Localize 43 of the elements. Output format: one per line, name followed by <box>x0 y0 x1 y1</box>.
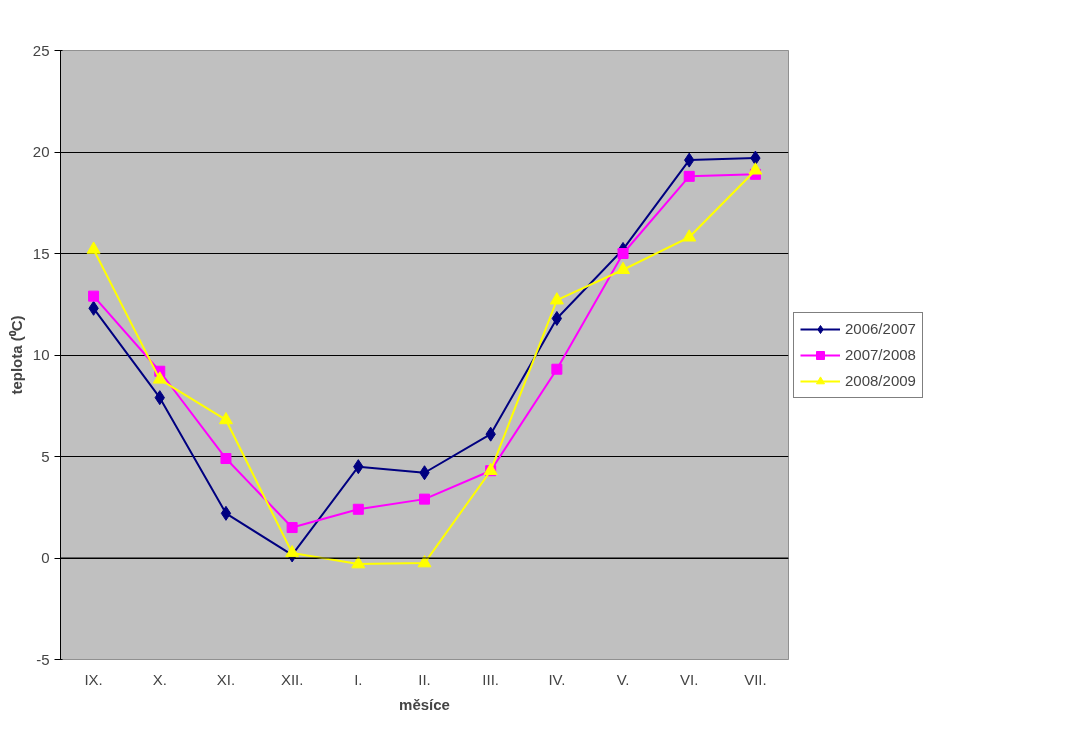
y-tick-label: 5 <box>41 447 50 465</box>
x-tick-label: IV. <box>548 670 566 688</box>
point <box>351 556 366 569</box>
y-tick-label: 0 <box>41 549 50 566</box>
x-tick-label: III. <box>482 670 500 688</box>
point <box>152 371 167 384</box>
x-tick-label: VI. <box>680 670 699 688</box>
point <box>551 310 563 326</box>
x-axis-title: měsíce <box>399 695 450 713</box>
x-tick-label: VII. <box>744 670 767 688</box>
y-tick-label: 25 <box>32 41 50 59</box>
x-tick-label: IX. <box>84 670 103 688</box>
legend-label: 2006/2007 <box>845 320 916 337</box>
point <box>683 170 695 182</box>
point <box>616 261 631 274</box>
y-tick-label: -5 <box>36 650 50 668</box>
point <box>285 544 300 558</box>
point <box>220 505 232 521</box>
point <box>551 363 563 375</box>
point <box>220 453 232 465</box>
point <box>682 229 697 242</box>
point <box>88 290 100 302</box>
legend-label: 2008/2009 <box>845 372 916 389</box>
x-tick-label: I. <box>354 670 363 688</box>
y-tick-label: 10 <box>32 346 50 363</box>
x-tick-label: XI. <box>216 670 236 688</box>
x-tick-label: X. <box>152 670 167 688</box>
x-tick-label: XII. <box>280 670 304 688</box>
y-tick-label: 15 <box>32 244 50 262</box>
point <box>86 241 101 254</box>
y-tick-label: 20 <box>32 143 50 160</box>
legend-label: 2007/2008 <box>845 346 916 363</box>
point <box>748 162 763 175</box>
point <box>218 411 233 425</box>
point <box>417 555 432 568</box>
point <box>352 503 364 515</box>
point <box>549 292 564 305</box>
x-tick-label: V. <box>616 670 630 688</box>
point <box>286 522 298 534</box>
x-tick-label: II. <box>418 670 431 688</box>
point <box>617 248 629 259</box>
y-axis-title: teplota (⁰C) <box>7 315 25 395</box>
point <box>419 493 430 505</box>
